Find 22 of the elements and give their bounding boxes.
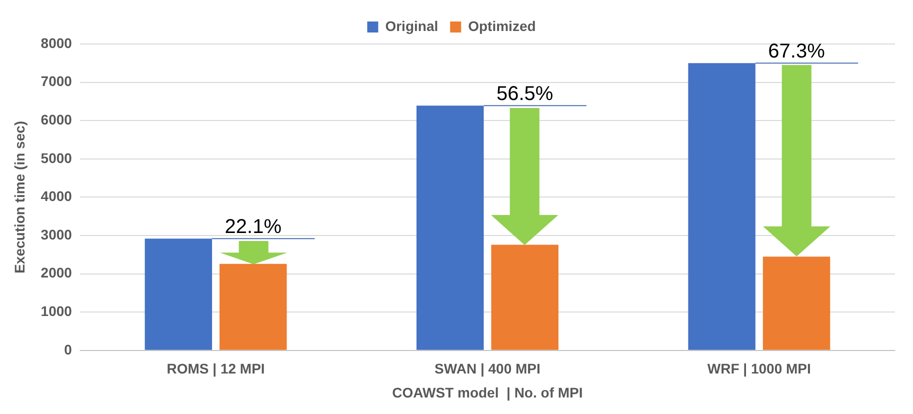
bar — [144, 238, 212, 350]
x-tick-label: WRF | 1000 MPI — [707, 360, 811, 378]
y-tick-label: 2000 — [40, 264, 72, 281]
legend-label: Optimized — [468, 18, 536, 34]
x-axis-title: COAWST model | No. of MPI — [392, 384, 583, 402]
y-tick-label: 7000 — [40, 73, 72, 90]
y-axis-title: Execution time (in sec) — [11, 120, 28, 274]
y-tick-label: 0 — [64, 341, 72, 358]
y-tick-label: 5000 — [40, 150, 72, 166]
y-tick-label: 6000 — [40, 111, 72, 128]
bar — [688, 63, 756, 350]
y-tick-label: 4000 — [40, 188, 72, 204]
y-tick-label: 3000 — [40, 226, 72, 242]
x-tick-label: ROMS | 12 MPI — [166, 360, 265, 378]
annotation: 56.5% — [496, 83, 554, 106]
x-tick-label: SWAN | 400 MPI — [434, 360, 540, 378]
bar — [416, 106, 484, 350]
annotation: 22.1% — [224, 216, 282, 238]
y-tick-label: 1000 — [40, 302, 72, 319]
annotation: 67.3% — [768, 40, 826, 63]
y-tick-label: 8000 — [40, 34, 72, 51]
legend-label: Original — [385, 18, 438, 34]
